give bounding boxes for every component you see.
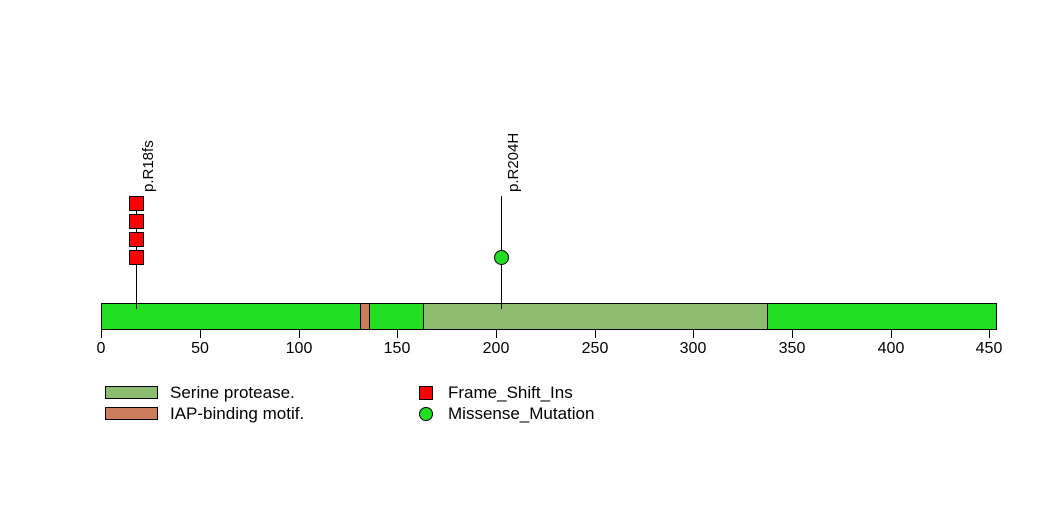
mutation-marker-r18fs-2[interactable] xyxy=(129,232,144,247)
legend-swatch-frame-shift-ins xyxy=(419,386,433,400)
axis-label-300: 300 xyxy=(679,340,707,357)
axis-label-0: 0 xyxy=(96,340,106,357)
mutation-label-r18fs: p.R18fs xyxy=(140,140,157,192)
axis-tick-300 xyxy=(693,330,694,338)
mutation-label-r204h: p.R204H xyxy=(505,132,522,192)
axis-tick-250 xyxy=(595,330,596,338)
mutation-marker-r18fs-1[interactable] xyxy=(129,250,144,265)
legend-swatch-iap-binding-motif xyxy=(105,407,158,420)
legend-label-iap-binding-motif: IAP-binding motif. xyxy=(170,404,305,423)
axis-tick-200 xyxy=(496,330,497,338)
axis-tick-150 xyxy=(397,330,398,338)
axis-tick-450 xyxy=(989,330,990,338)
axis-label-100: 100 xyxy=(285,340,313,357)
axis-label-350: 350 xyxy=(778,340,806,357)
domain-serine-protease[interactable] xyxy=(423,304,768,329)
axis-tick-100 xyxy=(299,330,300,338)
axis-label-200: 200 xyxy=(482,340,510,357)
mutation-marker-r204h-1[interactable] xyxy=(494,250,509,265)
axis-tick-400 xyxy=(891,330,892,338)
domain-iap-binding-motif[interactable] xyxy=(360,304,370,329)
axis-label-450: 450 xyxy=(975,340,1003,357)
axis-tick-350 xyxy=(792,330,793,338)
legend-label-missense-mutation: Missense_Mutation xyxy=(448,404,595,423)
axis-label-250: 250 xyxy=(581,340,609,357)
legend-label-frame-shift-ins: Frame_Shift_Ins xyxy=(448,383,573,402)
mutation-marker-r18fs-4[interactable] xyxy=(129,196,144,211)
axis-tick-0 xyxy=(101,330,102,338)
mutation-marker-r18fs-3[interactable] xyxy=(129,214,144,229)
legend-label-serine-protease: Serine protease. xyxy=(170,383,295,402)
axis-label-50: 50 xyxy=(191,340,209,357)
axis-tick-50 xyxy=(200,330,201,338)
axis-label-150: 150 xyxy=(383,340,411,357)
axis-label-400: 400 xyxy=(877,340,905,357)
legend-swatch-missense-mutation xyxy=(419,407,433,421)
legend-swatch-serine-protease xyxy=(105,386,158,399)
